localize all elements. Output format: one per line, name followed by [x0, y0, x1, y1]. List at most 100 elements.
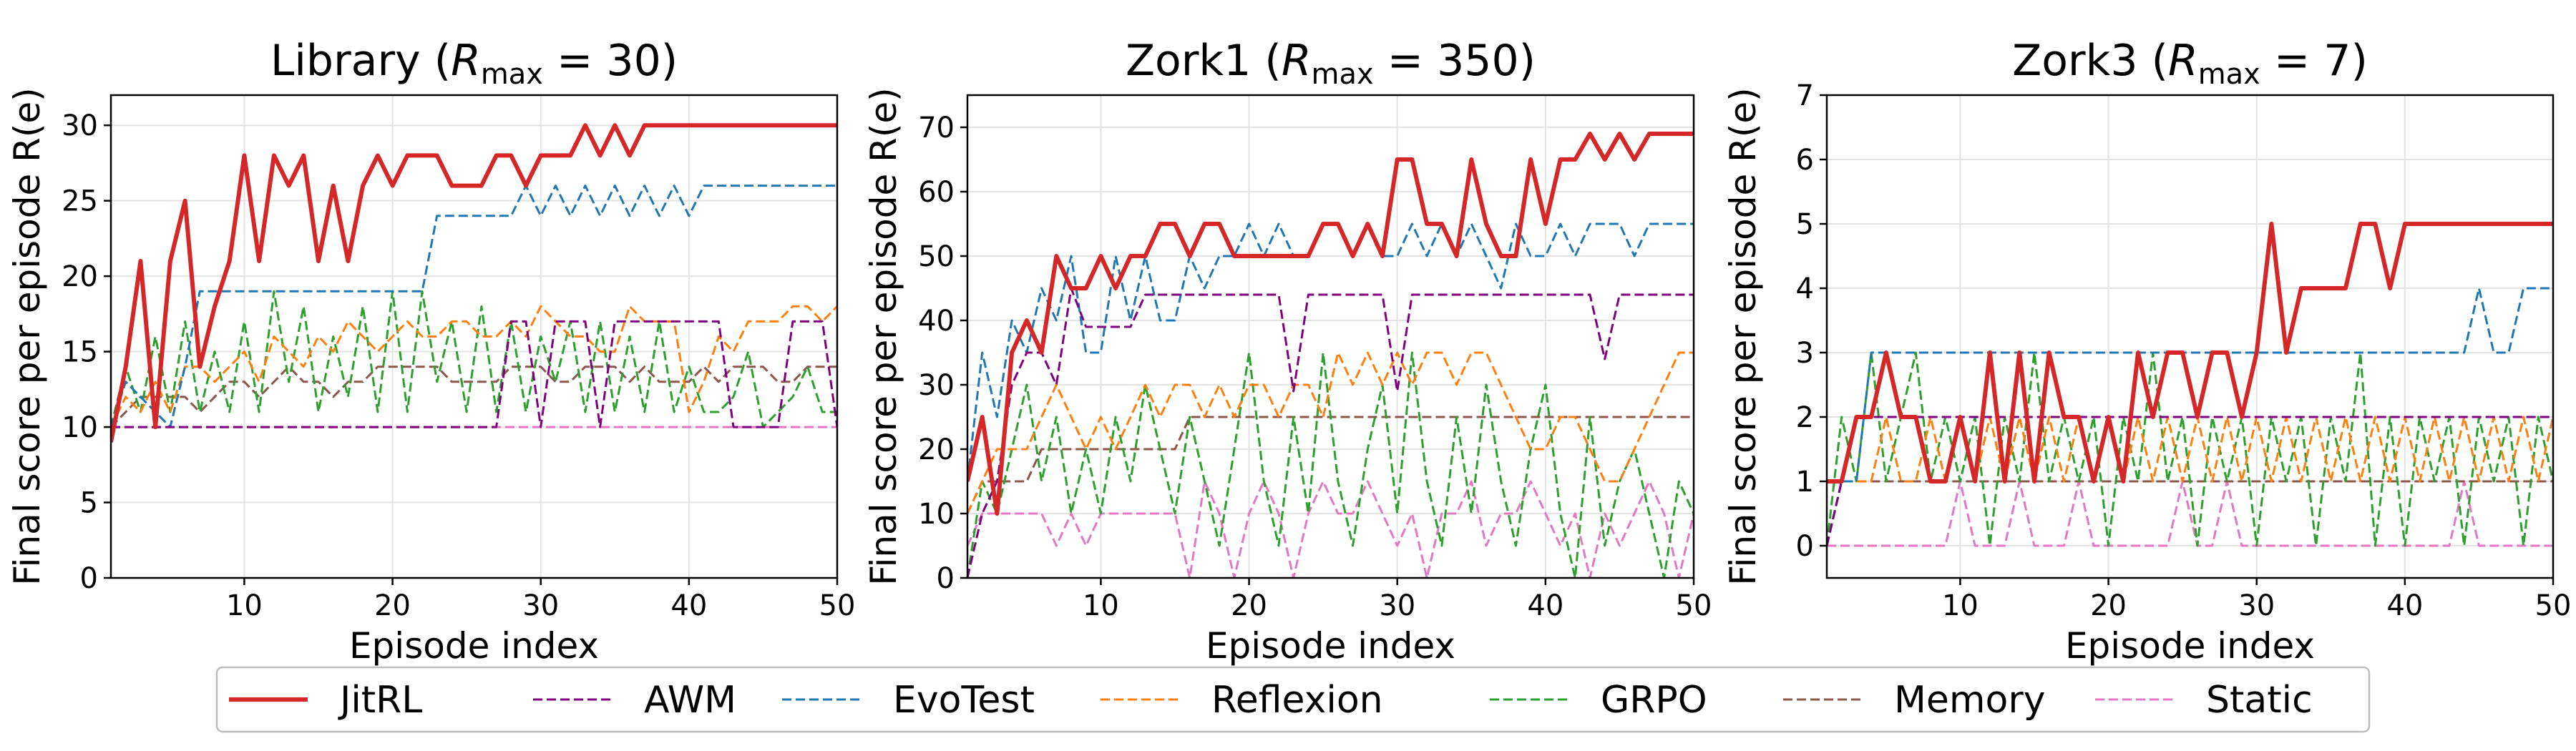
- y-axis-label: Final score per episode R(e): [6, 87, 48, 585]
- legend-label: Memory: [1894, 679, 2045, 722]
- series-line-reflexion: [111, 305, 837, 428]
- series-group: [967, 132, 1694, 578]
- y-axis-label: Final score per episode R(e): [863, 87, 904, 585]
- y-tick-label: 5: [80, 487, 98, 520]
- x-tick-label: 10: [1083, 589, 1119, 622]
- chart-title-name: Zork3: [2012, 36, 2137, 86]
- y-tick-label: 3: [1796, 337, 1814, 370]
- chart-title-name: Library: [270, 36, 421, 86]
- y-tick-label: 1: [1796, 466, 1814, 499]
- legend-label: EvoTest: [893, 679, 1035, 722]
- x-tick-label: 50: [1676, 589, 1712, 622]
- series-line-static: [1827, 480, 2553, 547]
- x-axis-label: Episode index: [349, 625, 599, 667]
- y-tick-label: 40: [918, 305, 955, 338]
- x-tick-label: 20: [2090, 589, 2127, 622]
- axes-frame: [109, 94, 839, 579]
- chart-panel: 10 20 30 40 50 0 10 20 30 40 50 60 70 Episode index Fi…: [863, 36, 1712, 667]
- x-tick-label: 40: [670, 589, 707, 622]
- gridlines: [1827, 94, 2554, 578]
- y-tick-label: 20: [918, 433, 955, 466]
- series-line-static: [967, 480, 1694, 578]
- y-tick-label: 10: [62, 411, 98, 444]
- chart-title: Zork3 (Rmax = 7): [2012, 36, 2368, 91]
- series-line-jitrl: [111, 123, 837, 443]
- series-line-jitrl: [967, 132, 1694, 516]
- y-tick-label: 20: [62, 260, 98, 293]
- legend-label: AWM: [644, 679, 736, 722]
- y-tick-label: 10: [918, 498, 955, 531]
- series-line-awm: [967, 287, 1694, 578]
- legend-label: Static: [2206, 679, 2313, 722]
- axes-frame: [1825, 94, 2555, 579]
- y-tick-label: 30: [918, 369, 955, 402]
- series-line-grpo: [111, 290, 837, 428]
- series-line-grpo: [1827, 351, 2553, 547]
- y-tick-label: 4: [1796, 273, 1814, 305]
- x-tick-label: 50: [2535, 589, 2572, 622]
- series-group: [1827, 222, 2553, 547]
- gridlines: [967, 95, 1694, 579]
- legend-item: Reflexion: [1101, 679, 1383, 722]
- y-tick-label: 50: [918, 240, 955, 273]
- legend-label: Reflexion: [1211, 679, 1383, 722]
- series-line-evotest: [967, 222, 1694, 482]
- y-tick-label: 0: [80, 562, 98, 595]
- x-tick-label: 40: [1527, 589, 1563, 622]
- x-tick-label: 30: [2238, 589, 2275, 622]
- x-axis-label: Episode index: [1206, 625, 1455, 667]
- y-tick-label: 15: [62, 336, 98, 369]
- chart-title: Library (Rmax = 30): [270, 36, 678, 91]
- y-tick-label: 70: [918, 112, 955, 144]
- legend-item: JitRL: [229, 679, 422, 722]
- x-tick-label: 30: [1379, 589, 1415, 622]
- x-tick-label: 20: [1231, 589, 1267, 622]
- series-line-awm: [111, 320, 837, 428]
- series-line-memory: [111, 365, 837, 428]
- y-tick-label: 0: [1796, 530, 1814, 563]
- chart-title-rmax: 350: [1437, 36, 1519, 86]
- x-tick-label: 10: [226, 589, 263, 622]
- chart-title-rmax: 7: [2323, 36, 2351, 86]
- gridlines: [111, 95, 838, 579]
- series-line-evotest: [1827, 287, 2553, 546]
- series-line-jitrl: [1827, 222, 2553, 484]
- x-tick-label: 30: [522, 589, 559, 622]
- y-tick-label: 0: [937, 562, 955, 595]
- legend: JitRL AWM EvoTest Reflexion GRPO Memory Static: [215, 666, 2371, 733]
- legend-item: Static: [2095, 679, 2313, 722]
- y-tick-label: 25: [62, 185, 98, 218]
- chart-title: Zork1 (Rmax = 350): [1126, 36, 1536, 91]
- y-tick-label: 60: [918, 176, 955, 209]
- series-group: [111, 123, 837, 443]
- legend-label: JitRL: [338, 679, 422, 722]
- legend-label: GRPO: [1601, 679, 1707, 722]
- legend-box: [215, 666, 2371, 733]
- y-tick-label: 30: [62, 109, 98, 142]
- chart-title-rmax: 30: [606, 36, 660, 86]
- legend-item: EvoTest: [782, 679, 1035, 722]
- y-tick-label: 5: [1796, 208, 1814, 241]
- series-line-awm: [1827, 416, 2553, 546]
- legend-item: AWM: [533, 679, 736, 722]
- y-axis-label: Final score per episode R(e): [1722, 87, 1764, 585]
- x-axis-label: Episode index: [2065, 625, 2315, 667]
- series-line-grpo: [967, 351, 1694, 578]
- chart-panel: 10 20 30 40 50 0 1 2 3 4 5 6 7 Episode index Final sco…: [1722, 36, 2571, 667]
- legend-item: Memory: [1783, 679, 2045, 722]
- x-tick-label: 10: [1942, 589, 1979, 622]
- y-tick-label: 2: [1796, 401, 1814, 434]
- x-tick-label: 40: [2386, 589, 2423, 622]
- y-tick-label: 6: [1796, 144, 1814, 177]
- series-line-memory: [1827, 480, 2553, 546]
- series-line-evotest: [111, 185, 837, 428]
- series-line-reflexion: [967, 351, 1694, 514]
- legend-item: GRPO: [1490, 679, 1707, 722]
- x-tick-label: 50: [819, 589, 856, 622]
- chart-title-name: Zork1: [1126, 36, 1251, 86]
- x-tick-label: 20: [374, 589, 411, 622]
- y-tick-label: 7: [1796, 79, 1814, 112]
